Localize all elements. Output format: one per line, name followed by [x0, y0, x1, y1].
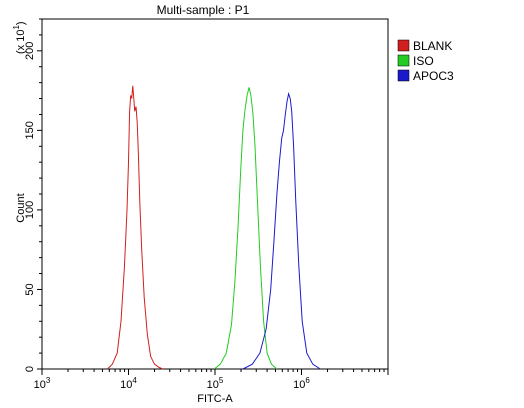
- y-multiplier-close: ): [15, 21, 27, 25]
- x-axis-label: FITC-A: [197, 393, 233, 405]
- series-line-apoc3: [242, 91, 321, 370]
- y-axis-multiplier: (x 101): [12, 21, 27, 54]
- legend-swatch-iso: [397, 54, 410, 67]
- series-line-blank: [107, 85, 164, 370]
- legend-label-blank: BLANK: [413, 39, 452, 53]
- y-tick-label: 0: [24, 366, 36, 372]
- y-multiplier-text: (x 10: [15, 30, 27, 54]
- legend-label-apoc3: APOC3: [413, 69, 454, 83]
- legend-label-iso: ISO: [413, 54, 434, 68]
- y-axis-label: Count: [15, 193, 27, 222]
- y-tick-label: 200: [24, 42, 36, 60]
- legend-swatch-apoc3: [397, 69, 410, 82]
- y-axis: 0 50 100 150 200: [24, 18, 42, 372]
- y-tick-label: 150: [24, 121, 36, 139]
- x-tick-label: 106: [293, 376, 310, 391]
- plot-frame: [41, 18, 389, 370]
- legend-swatch-blank: [397, 39, 410, 52]
- x-axis: 103 104 105 106: [34, 369, 389, 391]
- x-tick-label: 105: [207, 376, 224, 391]
- x-tick-label: 103: [34, 376, 51, 391]
- y-tick-label: 50: [24, 283, 36, 295]
- plot-area: 0 50 100 150 200 103 104 105 106: [24, 18, 389, 391]
- y-multiplier-exp: 1: [12, 25, 21, 30]
- x-tick-label: 104: [120, 376, 137, 391]
- chart-title: Multi-sample : P1: [157, 3, 250, 17]
- series-line-iso: [213, 87, 278, 370]
- y-tick-label: 100: [24, 201, 36, 219]
